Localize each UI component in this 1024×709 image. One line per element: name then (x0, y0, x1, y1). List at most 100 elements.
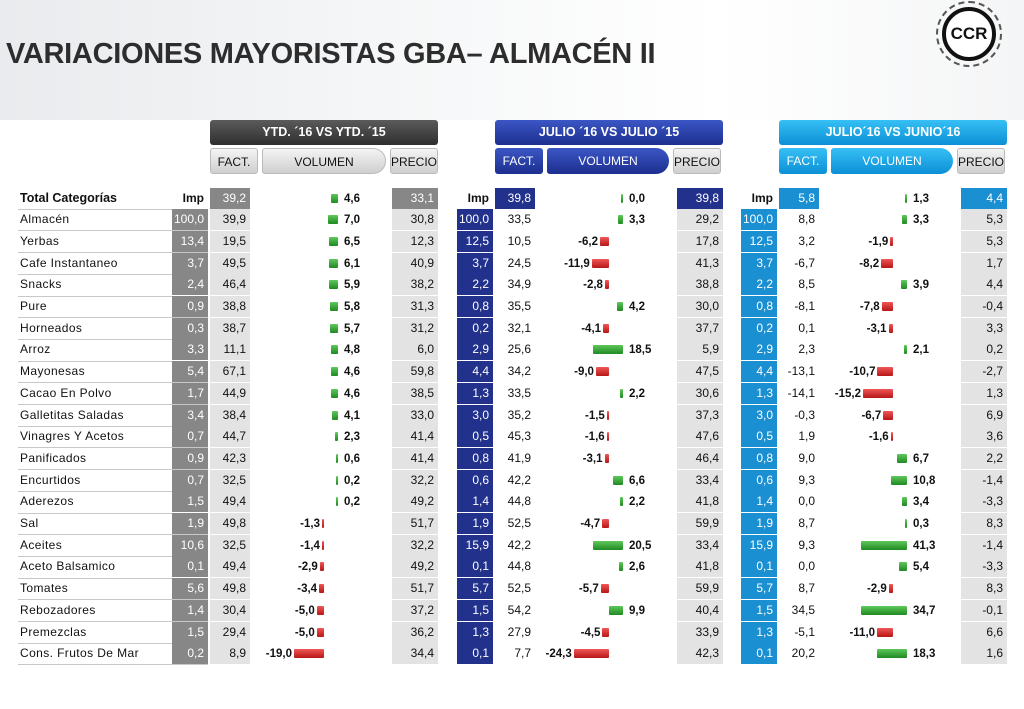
fact-cell: 2,3 (798, 342, 815, 357)
precio-cell: 46,4 (677, 447, 723, 469)
imp-cell: 0,6 (457, 469, 493, 491)
volume-bar (591, 258, 609, 268)
fact-cell: 20,2 (791, 646, 815, 661)
row-label: Snacks (20, 277, 62, 292)
row-separator (18, 208, 208, 210)
row-label: Cafe Instantaneo (20, 255, 118, 270)
ytd-volumen-header: VOLUMEN (262, 148, 386, 174)
precio-cell: 0,2 (961, 339, 1007, 361)
volume-bar (861, 540, 907, 550)
precio-cell: 32,2 (392, 534, 438, 556)
volume-value: -8,2 (859, 257, 880, 270)
row-label: Galletitas Saladas (20, 407, 124, 422)
row-separator (18, 664, 208, 666)
fact-cell: 0,0 (798, 494, 815, 509)
volume-bar (332, 410, 338, 420)
volume-value: 7,0 (344, 214, 360, 227)
precio-cell: 1,3 (961, 382, 1007, 404)
imp-cell: 1,9 (172, 513, 208, 534)
precio-cell: 3,6 (961, 426, 1007, 448)
volume-bar (336, 497, 338, 507)
volume-value: 5,4 (913, 561, 929, 574)
fact-cell: 49,8 (210, 578, 250, 600)
precio-cell: 37,3 (677, 404, 723, 426)
fact-cell: 8,8 (798, 212, 815, 227)
imp-cell: 3,7 (741, 252, 777, 274)
precio-cell: 47,6 (677, 426, 723, 448)
fact-cell: 25,6 (507, 342, 531, 357)
fact-cell: 49,5 (210, 252, 250, 274)
volume-bar (905, 193, 907, 203)
fact-cell: 24,5 (507, 255, 531, 270)
volume-bar (891, 475, 907, 485)
volume-value: -4,5 (580, 626, 601, 639)
volume-value: -7,8 (859, 301, 880, 313)
volume-value: 2,1 (913, 344, 929, 357)
fact-cell: 10,5 (507, 233, 531, 248)
fact-cell: 8,7 (798, 516, 815, 530)
volume-bar (329, 323, 338, 333)
row-separator (18, 252, 208, 254)
fact-cell: 27,9 (507, 624, 531, 639)
volume-bar (890, 432, 893, 442)
volume-bar (881, 258, 893, 268)
fact-cell: 0,0 (798, 559, 815, 574)
precio-cell: 38,8 (677, 274, 723, 296)
imp-cell: 0,8 (457, 447, 493, 469)
imp-cell: 2,4 (172, 274, 208, 296)
row-separator (18, 469, 208, 471)
fact-cell: 52,5 (507, 581, 531, 596)
volume-value: 1,3 (913, 192, 929, 205)
row-label: Horneados (20, 320, 83, 335)
fact-cell: 7,7 (514, 646, 531, 661)
volume-value: 0,2 (344, 496, 360, 509)
volume-bar (881, 302, 893, 311)
volume-value: -11,9 (564, 257, 590, 270)
volume-bar (902, 497, 907, 507)
precio-cell: 34,4 (392, 643, 438, 665)
imp-cell: 1,5 (741, 599, 777, 621)
precio-cell: 5,9 (677, 339, 723, 361)
precio-cell: -1,4 (961, 534, 1007, 556)
row-separator (18, 512, 208, 514)
volume-value: 34,7 (913, 604, 936, 617)
row-separator (18, 273, 208, 275)
imp-cell: 0,8 (741, 447, 777, 469)
volume-bar (331, 193, 338, 203)
fact-cell: 49,4 (210, 556, 250, 578)
precio-cell: 33,4 (677, 469, 723, 491)
imp-cell: 15,9 (457, 534, 493, 556)
imp-cell: 4,4 (741, 361, 777, 383)
volume-value: 5,7 (344, 322, 360, 335)
volume-value: 18,3 (913, 648, 936, 661)
volume-bar (897, 453, 907, 463)
fact-cell: 9,3 (798, 537, 815, 552)
precio-cell: 47,5 (677, 361, 723, 383)
row-label: Aceto Balsamico (20, 559, 116, 574)
volume-value: -15,2 (834, 387, 861, 400)
imp-cell: 1,5 (172, 491, 208, 513)
row-separator (18, 404, 208, 405)
row-separator (18, 534, 208, 536)
precio-cell: 41,4 (392, 447, 438, 469)
row-label: Encurtidos (20, 472, 81, 487)
imp-header: Imp (467, 190, 489, 205)
imp-cell: 5,7 (741, 578, 777, 600)
fact-cell: 46,4 (210, 274, 250, 296)
volume-value: 4,6 (344, 387, 360, 400)
volume-bar (890, 236, 893, 246)
imp-cell: 0,2 (172, 643, 208, 665)
imp-cell: 2,9 (457, 339, 493, 361)
imp-cell: 10,6 (172, 534, 208, 556)
imp-cell: 0,3 (172, 317, 208, 339)
volume-value: 10,8 (913, 474, 936, 487)
precio-cell: 49,2 (392, 491, 438, 513)
junio-volumen-header: VOLUMEN (831, 148, 953, 174)
fact-cell: 38,4 (210, 404, 250, 426)
fact-cell: 42,2 (507, 472, 531, 487)
volume-value: 41,3 (913, 539, 936, 552)
volume-bar (294, 649, 324, 659)
row-label: Cacao En Polvo (20, 385, 112, 400)
row-label: Arroz (20, 342, 51, 357)
fact-cell: 32,1 (507, 320, 531, 335)
